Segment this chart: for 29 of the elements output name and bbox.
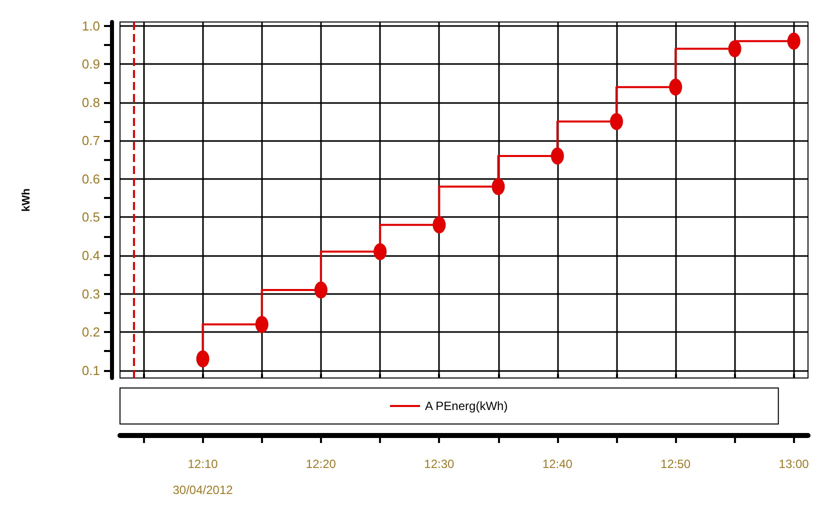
point xyxy=(314,281,328,298)
y-tick-label: 0.4 xyxy=(82,248,100,264)
y-tick-label: 0.8 xyxy=(82,94,100,110)
y-tick-label: 0.9 xyxy=(82,56,100,72)
y-tick-label: 0.5 xyxy=(82,210,100,225)
y-tick-label: 0.7 xyxy=(82,133,100,148)
x-tick-label: 12:10 30/04/2012 xyxy=(172,457,234,497)
y-tick-label: 0.6 xyxy=(82,171,100,186)
point xyxy=(550,147,564,164)
point xyxy=(432,216,446,234)
y-tick-label: 1.0 xyxy=(82,18,100,34)
x-tick-label: 12:50 xyxy=(660,457,691,471)
x-tick-label: 12:30 xyxy=(424,457,455,471)
point xyxy=(374,243,387,260)
x-tick-label: 12:20 xyxy=(306,457,336,471)
y-tick-label: 0.3 xyxy=(82,286,100,302)
point xyxy=(492,178,505,196)
point xyxy=(669,78,682,96)
point xyxy=(196,350,210,368)
point xyxy=(610,113,623,130)
legend-label: A PEnerg(kWh) xyxy=(425,399,508,413)
y-tick-label: 0.2 xyxy=(82,324,100,340)
x-tick-label: 13:00 xyxy=(778,457,810,471)
x-tick-label: 12:40 xyxy=(542,457,573,471)
point xyxy=(255,316,268,333)
point xyxy=(728,40,742,58)
point xyxy=(787,32,800,50)
y-axis-title: kWh xyxy=(20,188,32,212)
y-tick-label: 0.1 xyxy=(82,362,100,378)
